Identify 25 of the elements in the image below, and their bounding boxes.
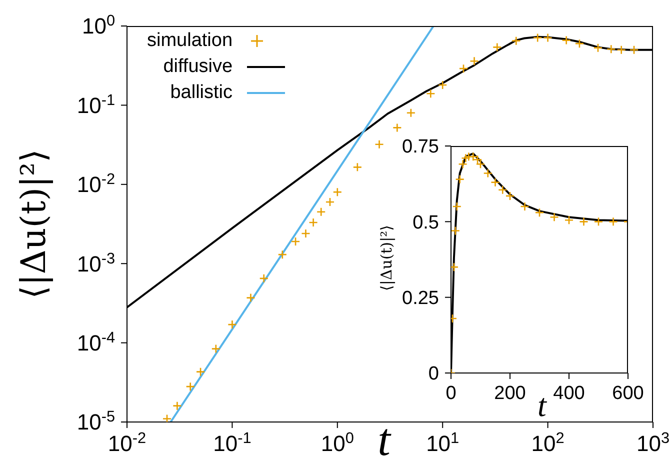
x-tick-label: 10$^{1}$: [426, 429, 460, 456]
y-tick-label: 10$^{-4}$: [76, 329, 116, 356]
legend-label: diffusive: [163, 55, 233, 79]
legend-label: ballistic: [170, 81, 233, 105]
x-axis-title: t: [378, 414, 390, 465]
y-tick-label: 10$^{-3}$: [76, 250, 115, 276]
x-tick-label: 400: [553, 383, 585, 404]
x-tick-label: 10$^{3}$: [636, 429, 670, 456]
y-tick-label: 0.25: [402, 288, 439, 309]
legend-label: simulation: [147, 29, 233, 53]
y-axis-title: ⟨|Δu(t)|²⟩: [14, 149, 54, 299]
x-tick-label: 10$^{-1}$: [213, 429, 252, 456]
x-tick-label: 0: [446, 383, 456, 404]
y-axis-title: ⟨|Δu(t)|²⟩: [378, 224, 396, 292]
y-tick-label: 10$^{-2}$: [76, 170, 115, 198]
x-tick-label: 10$^{2}$: [531, 429, 564, 456]
x-axis-title: t: [538, 387, 546, 423]
y-tick-label: 10$^{0}$: [82, 12, 115, 39]
y-tick-label: 0: [428, 364, 439, 385]
y-tick-label: 0.5: [412, 212, 439, 234]
x-tick-label: 200: [494, 383, 526, 404]
x-tick-label: 600: [612, 383, 644, 404]
x-tick-label: 10$^{0}$: [320, 429, 354, 456]
y-tick-label: 0.75: [402, 136, 439, 158]
y-tick-label: 10$^{-1}$: [76, 91, 115, 118]
